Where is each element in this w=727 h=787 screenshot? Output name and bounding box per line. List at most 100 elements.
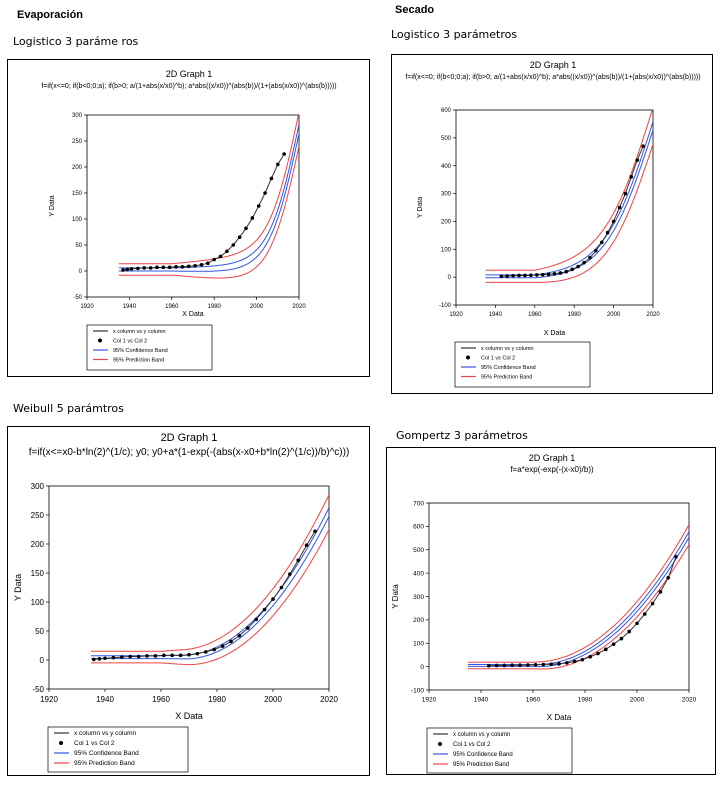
y-axis-label: Y Data (391, 584, 400, 609)
legend-label: x column vs y column (453, 732, 510, 738)
chart-equation: f=if(x<=x0-b*ln(2)^(1/c); y0; y0+a*(1-ex… (29, 447, 350, 458)
chart-panel-weibull: 2D Graph 1 f=if(x<=x0-b*ln(2)^(1/c); y0; … (7, 426, 370, 776)
x-tick-label: 1960 (165, 304, 179, 310)
prediction-band-upper (468, 524, 689, 663)
data-point (313, 529, 317, 534)
prediction-band-upper (485, 110, 653, 271)
y-tick-label: 50 (35, 627, 44, 636)
data-point (517, 273, 521, 278)
plot-area (485, 110, 653, 283)
data-point (103, 656, 107, 661)
data-point (604, 647, 608, 652)
plot-frame (48, 485, 330, 690)
confidence-band-upper (118, 124, 299, 269)
data-point (142, 266, 147, 270)
legend-box (47, 726, 189, 773)
y-tick-label: 200 (413, 617, 424, 624)
data-point (271, 597, 275, 601)
data-point (276, 162, 280, 167)
x-tick-label: 2020 (682, 697, 697, 704)
data-point (541, 662, 546, 667)
data-point (92, 657, 96, 662)
data-point (125, 267, 130, 272)
data-point (494, 663, 499, 668)
plot-frame (455, 109, 654, 306)
data-point (505, 274, 510, 278)
legend-box (454, 341, 591, 388)
y-tick-label: -50 (32, 685, 44, 694)
legend-marker-points (98, 338, 102, 343)
x-tick-label: 2020 (292, 304, 306, 310)
data-point (549, 662, 553, 667)
data-point (588, 255, 592, 260)
y-tick-label: 0 (40, 656, 45, 665)
x-tick-label: 1920 (40, 695, 58, 704)
confidence-band-lower (91, 516, 329, 660)
y-tick-label: 500 (441, 136, 452, 142)
data-point (254, 617, 258, 622)
x-tick-label: 1940 (474, 697, 489, 704)
data-point (599, 240, 604, 245)
chart-panel-evap-logistic: 2D Graph 1 f=if(x<=0; if(b<0;0;a); if(b>0… (7, 59, 370, 377)
legend-box (86, 324, 213, 371)
data-point (167, 265, 172, 270)
x-tick-label: 2000 (630, 697, 645, 704)
data-point (244, 226, 248, 231)
data-point (611, 642, 616, 646)
legend-label: 95% Confidence Band (453, 752, 513, 758)
legend-label: x column vs y column (113, 329, 166, 335)
legend-label: x column vs y column (481, 346, 534, 352)
data-point (564, 269, 569, 274)
legend-label: 95% Confidence Band (113, 348, 168, 354)
chart-weibull: 2D Graph 1 f=if(x<=x0-b*ln(2)^(1/c); y0; … (13, 432, 350, 773)
data-point (120, 655, 124, 659)
data-point (540, 272, 545, 277)
legend-label: Col 1 vs Col 2 (481, 356, 515, 362)
data-point (129, 267, 134, 271)
chart-panel-secado-logistic: 2D Graph 1 f=if(x<=0; if(b<0;0;a); if(b>0… (391, 54, 713, 394)
legend-label: 95% Confidence Band (74, 750, 139, 757)
y-tick-label: 400 (441, 164, 452, 170)
plot-frame (86, 114, 300, 298)
data-point (231, 243, 236, 247)
y-tick-label: 600 (413, 524, 424, 531)
y-tick-label: 700 (413, 500, 424, 507)
prediction-band-upper (118, 115, 299, 265)
y-tick-label: 0 (448, 275, 452, 281)
data-point (161, 265, 166, 270)
data-point (212, 647, 216, 652)
data-point (526, 663, 530, 667)
legend-label: x column vs y column (74, 730, 137, 737)
y-tick-label: 300 (413, 594, 424, 601)
data-point (588, 655, 592, 659)
data-point (282, 152, 286, 156)
x-tick-label: 1940 (489, 312, 503, 318)
legend-marker-points (438, 742, 442, 746)
legend-label: 95% Confidence Band (481, 365, 536, 371)
data-point (511, 273, 515, 278)
data-point (218, 254, 223, 259)
y-tick-label: 200 (441, 220, 452, 226)
data-point (145, 654, 149, 658)
data-point (643, 612, 647, 616)
legend-marker-points (466, 355, 470, 360)
data-point (225, 249, 229, 254)
y-tick-label: 150 (72, 191, 83, 197)
data-point (518, 663, 522, 668)
y-tick-label: 250 (31, 511, 45, 520)
data-point (174, 265, 178, 269)
data-point (220, 644, 225, 648)
data-point (237, 633, 242, 638)
data-point (186, 264, 191, 269)
data-point (256, 204, 261, 208)
prediction-band-lower (468, 544, 689, 670)
data-point (136, 654, 141, 659)
data-point (641, 144, 645, 149)
x-tick-label: 2000 (250, 304, 264, 310)
data-point (635, 621, 639, 626)
data-point (510, 663, 514, 668)
x-tick-label: 1920 (422, 697, 437, 704)
chart-equation: f=a*exp(-exp(-(x-x0)/b)) (510, 465, 594, 474)
y-tick-label: 200 (72, 165, 83, 171)
data-point (557, 662, 561, 666)
